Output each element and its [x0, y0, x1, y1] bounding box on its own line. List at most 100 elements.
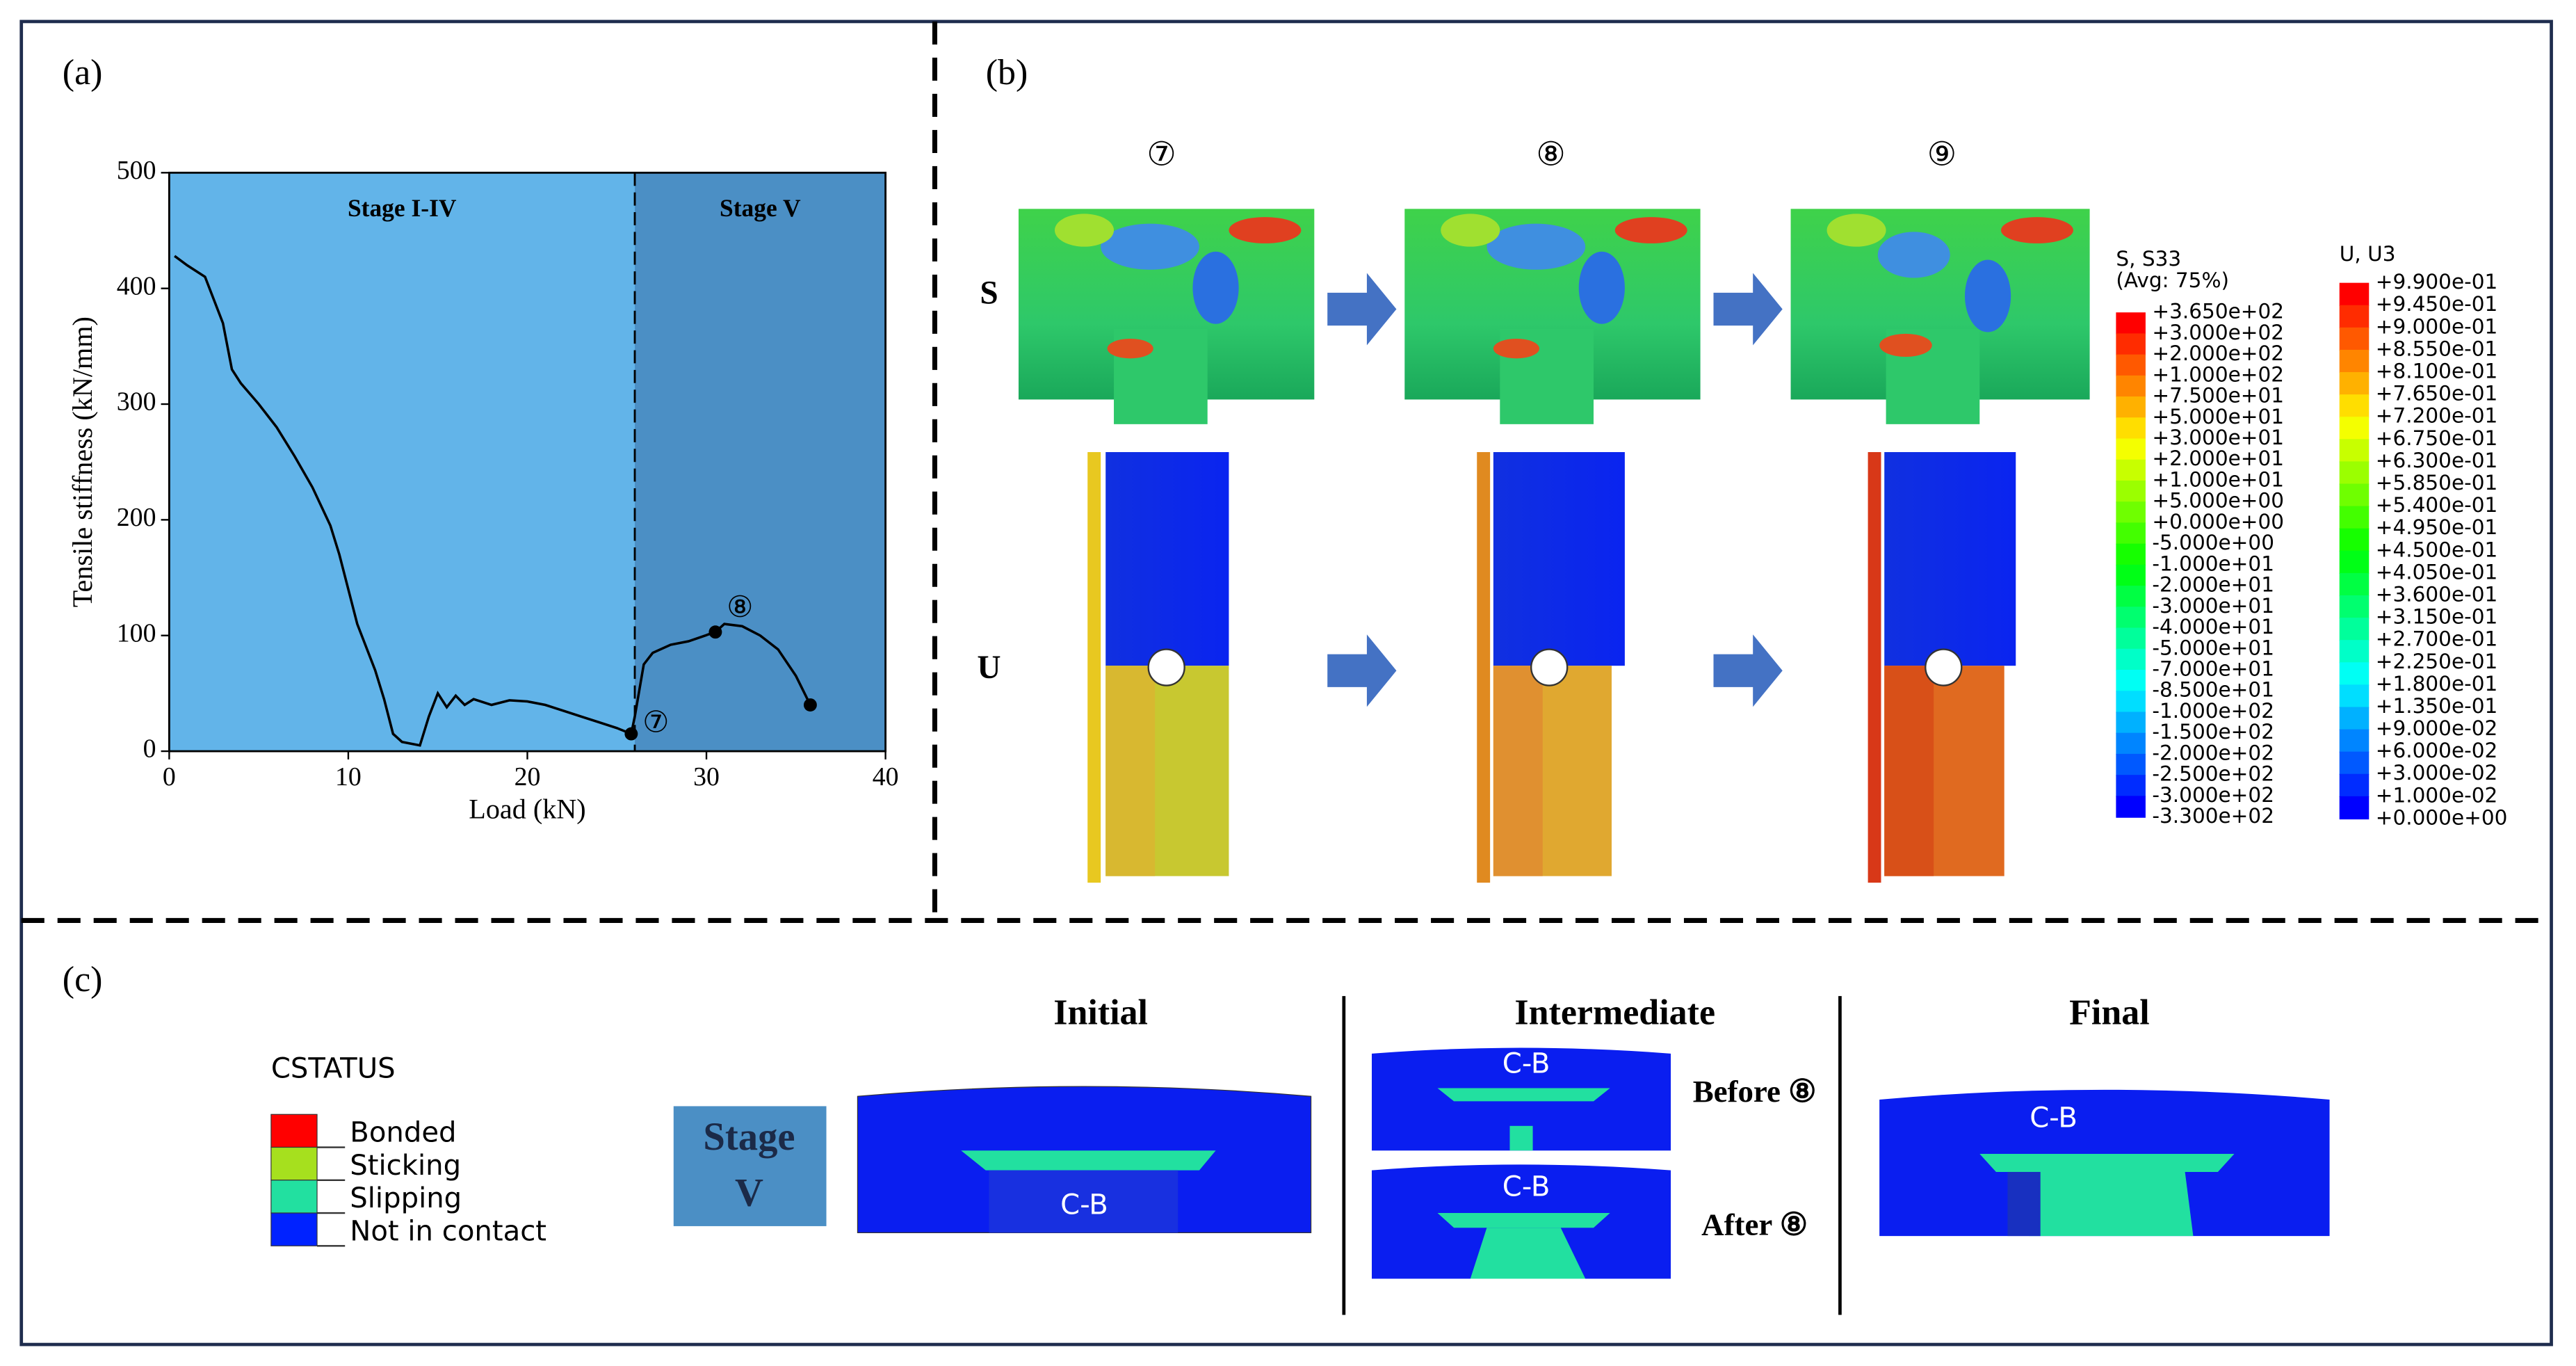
color-band — [2116, 417, 2146, 440]
color-band — [2339, 439, 2370, 463]
legend-label: +4.050e-01 — [2376, 560, 2498, 584]
s-contour — [1790, 209, 2090, 424]
legend-label: -3.000e+02 — [2152, 783, 2274, 807]
legend-label: +2.250e-01 — [2376, 650, 2498, 673]
legend-label: -1.000e+02 — [2152, 699, 2274, 723]
step-label: ⑨ — [1927, 136, 1957, 174]
y-axis-label: Tensile stiffness (kN/mm) — [67, 316, 98, 607]
region-label: Stage I-IV — [348, 194, 457, 222]
legend-label: +1.000e-02 — [2376, 783, 2498, 807]
color-band — [2116, 712, 2146, 734]
legend-label: +2.700e-01 — [2376, 627, 2498, 651]
y-tick-label: 400 — [117, 271, 156, 300]
contact-images — [857, 996, 2330, 1315]
color-band — [2116, 669, 2146, 692]
step-label: ⑧ — [1536, 136, 1565, 174]
color-band — [2116, 459, 2146, 482]
legend-label: -1.500e+02 — [2152, 720, 2274, 744]
point-label: ⑦ — [642, 705, 669, 739]
u-contour — [1477, 452, 1625, 883]
legend-label: +4.500e-01 — [2376, 538, 2498, 561]
legend-title: S, S33 — [2116, 247, 2181, 271]
point — [624, 727, 638, 741]
y-tick-label: 300 — [117, 387, 156, 417]
legend-label: +1.800e-01 — [2376, 672, 2498, 696]
legend-label: +3.000e-02 — [2376, 761, 2498, 785]
substage-label: After ⑧ — [1701, 1207, 1808, 1242]
legend-label: -8.500e+01 — [2152, 678, 2274, 702]
frame — [19, 19, 2553, 1347]
legend-label: +8.100e-01 — [2376, 360, 2498, 383]
u-contour — [1868, 452, 2016, 883]
color-band — [2116, 522, 2146, 545]
color-band — [2116, 354, 2146, 377]
column-title: Final — [2069, 993, 2150, 1032]
color-band — [2339, 372, 2370, 396]
legend-label: +9.000e-01 — [2376, 314, 2498, 338]
s-contour — [1404, 209, 1701, 424]
point-label: ⑧ — [727, 590, 753, 625]
color-band — [2116, 606, 2146, 629]
legend-label: -1.000e+01 — [2152, 552, 2274, 575]
legend-swatch — [270, 1146, 318, 1181]
legend-label: -2.500e+02 — [2152, 762, 2274, 786]
color-band — [2116, 691, 2146, 713]
legend-label: Not in contact — [350, 1215, 546, 1247]
legend-label: -3.300e+02 — [2152, 804, 2274, 828]
plot-frame — [168, 171, 887, 753]
y-tick-label: 0 — [143, 734, 156, 764]
legend-label: +5.400e-01 — [2376, 493, 2498, 517]
line — [174, 255, 812, 747]
legend-label: +7.200e-01 — [2376, 404, 2498, 428]
legend-label: -3.000e+01 — [2152, 594, 2274, 618]
x-tick-label: 10 — [335, 762, 362, 792]
color-band — [2339, 417, 2370, 440]
contour-images — [1018, 209, 2090, 883]
legend-label: +2.000e+02 — [2152, 342, 2284, 365]
step-label: ⑦ — [1147, 136, 1176, 174]
contact-label: C-B — [1060, 1189, 1108, 1221]
legend-label: -7.000e+01 — [2152, 657, 2274, 680]
legend-label: -4.000e+01 — [2152, 615, 2274, 638]
color-band — [2339, 282, 2370, 306]
legend-label: +0.000e+00 — [2152, 510, 2284, 533]
legend-swatch — [270, 1114, 318, 1148]
color-band — [2116, 627, 2146, 650]
region — [635, 172, 886, 752]
color-band — [2116, 648, 2146, 671]
color-band — [2116, 438, 2146, 460]
substage-label: Before ⑧ — [1693, 1074, 1817, 1109]
color-band — [2116, 543, 2146, 566]
u-contour — [1087, 452, 1229, 883]
region-label: Stage V — [720, 194, 801, 222]
color-band — [2339, 483, 2370, 507]
region — [169, 172, 635, 752]
point — [708, 625, 722, 639]
color-band — [2116, 564, 2146, 587]
x-tick-label: 0 — [163, 762, 176, 792]
panel-label: (b) — [986, 53, 1028, 93]
legend-label: Bonded — [350, 1117, 456, 1149]
legend-label: +4.950e-01 — [2376, 515, 2498, 539]
color-band — [2116, 796, 2146, 818]
color-band — [2339, 640, 2370, 664]
contact-label: C-B — [1502, 1047, 1550, 1079]
color-band — [2339, 528, 2370, 552]
legend-label: +6.000e-02 — [2376, 739, 2498, 762]
color-band — [2339, 461, 2370, 485]
legend-subtitle: (Avg: 75%) — [2116, 268, 2229, 292]
stage-label: Stage — [703, 1115, 795, 1159]
legend-label: +6.300e-01 — [2376, 449, 2498, 472]
color-band — [2116, 732, 2146, 755]
color-band — [2339, 796, 2370, 820]
y-tick-label: 500 — [117, 156, 156, 185]
row-label: U — [977, 650, 1001, 686]
color-band — [2116, 480, 2146, 503]
legend-label: +2.000e+01 — [2152, 447, 2284, 470]
column-title: Intermediate — [1514, 993, 1715, 1032]
color-band — [2339, 707, 2370, 730]
legend-label: -5.000e+00 — [2152, 531, 2274, 554]
legend-title: CSTATUS — [271, 1052, 396, 1084]
legend-label: +0.000e+00 — [2376, 805, 2508, 829]
